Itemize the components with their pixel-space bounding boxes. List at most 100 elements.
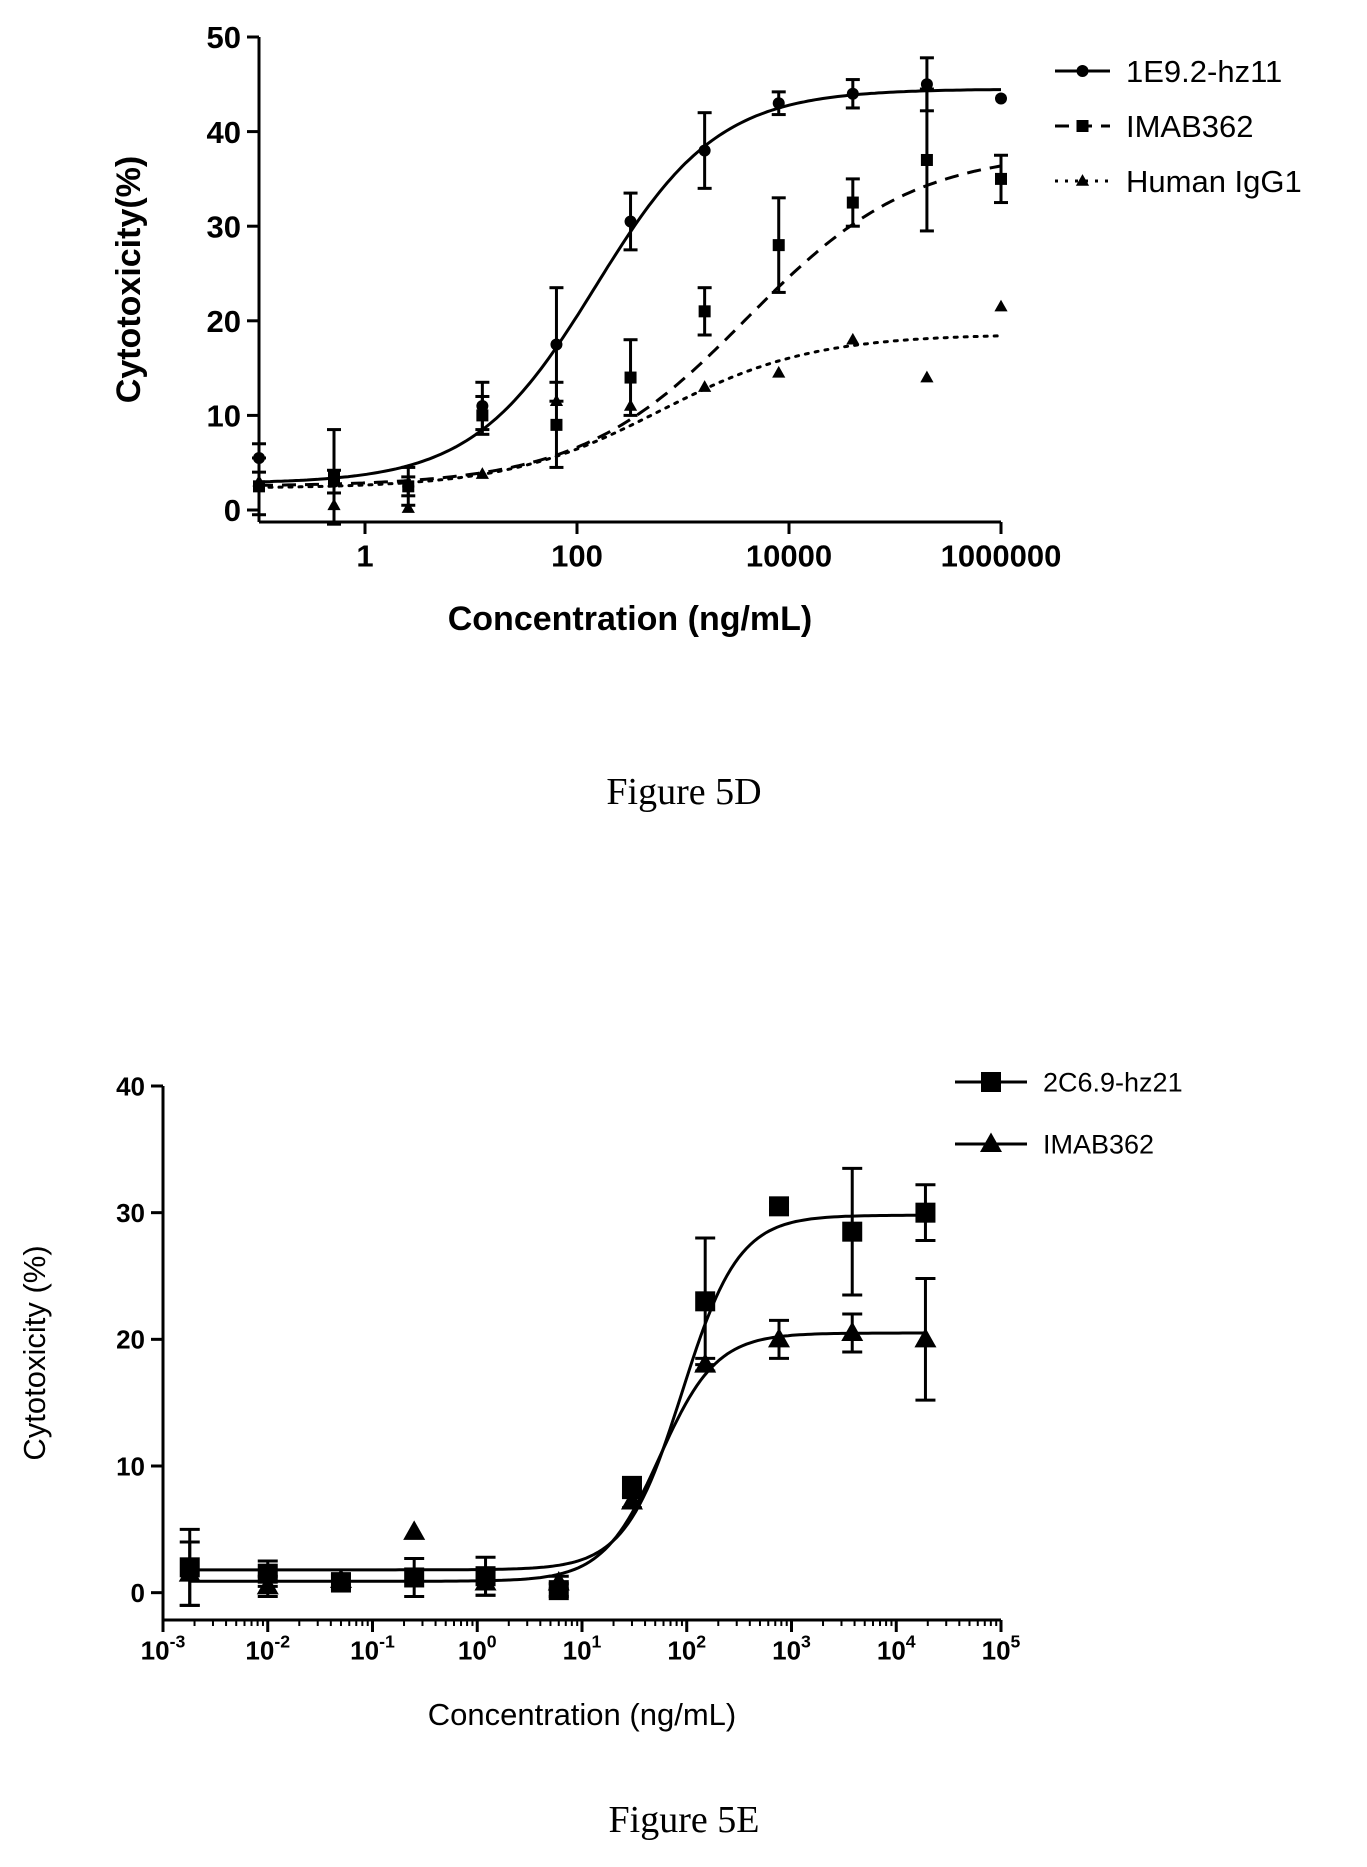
5d-legend-item: 1E9.2-hz11 xyxy=(1055,54,1282,89)
5e-x-axis-title: Concentration (ng/mL) xyxy=(428,1697,736,1732)
figure-5e-chart: 0 10 20 30 40 10-3 10-2 10-1 100 101 102 103 104 105 C… xyxy=(17,1068,1183,1732)
5e-x-tick-label: 10-1 xyxy=(350,1632,395,1666)
5d-fit-curve xyxy=(257,334,1003,489)
5e-data-point xyxy=(403,1520,426,1540)
5d-data-point xyxy=(846,332,860,345)
5e-data-point xyxy=(914,1327,937,1348)
5e-x-tick-label: 101 xyxy=(563,1632,602,1666)
5d-x-tick-label: 10000 xyxy=(746,539,832,574)
5d-series-2 xyxy=(252,299,1008,513)
5e-data-point xyxy=(841,1321,864,1341)
5d-legend-label: IMAB362 xyxy=(1126,109,1254,144)
5e-series-0 xyxy=(179,1166,936,1607)
5e-data-point xyxy=(695,1291,716,1312)
5e-data-point xyxy=(474,1571,497,1591)
5d-data-point xyxy=(624,215,637,228)
5d-data-point xyxy=(475,467,489,479)
5e-x-tick-label: 100 xyxy=(458,1632,497,1666)
5d-data-point xyxy=(550,418,563,431)
5d-legend-label: 1E9.2-hz11 xyxy=(1126,54,1282,89)
5d-legend-item: IMAB362 xyxy=(1055,109,1254,144)
5d-fit-curve xyxy=(258,88,1001,484)
5e-x-tick-label: 104 xyxy=(877,1632,916,1666)
5e-data-point xyxy=(547,1571,570,1591)
5e-fit-curve xyxy=(189,1213,926,1572)
5d-data-point xyxy=(920,370,934,383)
5e-x-tick-label: 10-2 xyxy=(245,1632,290,1666)
5d-x-tick-label: 1 xyxy=(356,539,373,574)
5e-legend-label: 2C6.9-hz21 xyxy=(1043,1068,1183,1098)
5d-y-tick-label: 0 xyxy=(224,493,241,528)
5d-y-tick-label: 50 xyxy=(207,20,241,55)
plot-5d: 0 10 20 30 40 50 1 100 10000 1000000 Concentration… xyxy=(110,20,1302,638)
5d-data-point xyxy=(327,498,341,511)
5d-series-0 xyxy=(252,56,1007,498)
5d-legend-marker xyxy=(1075,174,1090,186)
5d-legend-marker xyxy=(1076,65,1089,77)
5d-data-point xyxy=(698,305,711,318)
5e-data-point xyxy=(178,1562,201,1582)
5d-data-point xyxy=(772,365,786,378)
5e-legend-item: IMAB362 xyxy=(955,1130,1154,1160)
5d-x-tick-label: 100 xyxy=(551,539,603,574)
5e-data-point xyxy=(769,1196,790,1217)
5e-data-point xyxy=(694,1353,717,1373)
5d-data-point xyxy=(698,380,712,392)
5e-series-1 xyxy=(178,1277,937,1607)
5d-y-tick-label: 10 xyxy=(207,399,241,434)
5e-data-point xyxy=(257,1563,278,1584)
5d-fit-curve xyxy=(258,164,1002,487)
5e-fit-curve xyxy=(189,1331,926,1583)
5e-y-tick-label: 20 xyxy=(116,1325,145,1355)
figure-5d-caption: Figure 5D xyxy=(606,771,762,813)
5d-data-point xyxy=(920,78,933,91)
plot-5e: 0 10 20 30 40 10-3 10-2 10-1 100 101 102 103 104 105 C… xyxy=(17,1068,1183,1732)
5d-data-point xyxy=(846,87,859,100)
5d-legend-item: Human IgG1 xyxy=(1055,164,1302,199)
5d-x-axis-title: Concentration (ng/mL) xyxy=(448,600,813,638)
5d-y-tick-label: 40 xyxy=(207,115,241,150)
5e-x-tick-label: 103 xyxy=(772,1632,811,1666)
5e-legend-marker xyxy=(980,1132,1002,1152)
5e-y-axis-title: Cytotoxicity (%) xyxy=(17,1245,52,1460)
5d-legend-marker xyxy=(1076,120,1089,132)
5e-y-tick-label: 0 xyxy=(131,1578,145,1608)
5d-data-point xyxy=(995,92,1007,105)
5d-data-point xyxy=(476,409,489,422)
5e-x-tick-label: 105 xyxy=(982,1632,1021,1666)
5d-legend-label: Human IgG1 xyxy=(1126,164,1302,199)
5d-data-point xyxy=(994,299,1008,312)
5e-data-point xyxy=(915,1202,936,1223)
5d-data-point xyxy=(623,399,638,411)
5d-x-tick-label: 1000000 xyxy=(941,539,1062,574)
5d-data-point xyxy=(772,97,785,110)
5d-data-point xyxy=(846,196,859,209)
5d-data-point xyxy=(328,470,341,483)
5e-x-tick-label: 10-3 xyxy=(141,1632,186,1666)
5e-legend-label: IMAB362 xyxy=(1043,1130,1154,1160)
5e-data-point xyxy=(256,1574,279,1595)
5e-data-point xyxy=(329,1568,352,1588)
5d-data-point xyxy=(624,371,637,384)
figure-5e-caption: Figure 5E xyxy=(608,1799,760,1841)
5d-data-point xyxy=(995,172,1007,185)
5e-legend-item: 2C6.9-hz21 xyxy=(955,1068,1183,1098)
5d-y-tick-label: 30 xyxy=(207,209,241,244)
5e-legend-marker xyxy=(981,1072,1001,1092)
5d-data-point xyxy=(550,338,563,351)
5d-data-point xyxy=(549,394,564,407)
5d-data-point xyxy=(401,501,415,513)
5d-y-axis-title: Cytotoxicity(%) xyxy=(110,156,148,403)
5d-data-point xyxy=(698,144,711,157)
5d-y-tick-label: 20 xyxy=(207,304,241,339)
5e-x-tick-label: 102 xyxy=(667,1632,706,1666)
5e-data-point xyxy=(404,1567,425,1588)
figure-5d-chart: 0 10 20 30 40 50 1 100 10000 1000000 Concentration… xyxy=(110,20,1302,638)
5d-data-point xyxy=(772,239,785,252)
5e-y-tick-label: 10 xyxy=(116,1451,145,1481)
5e-data-point xyxy=(768,1327,791,1348)
5e-data-point xyxy=(842,1221,863,1242)
5d-data-point xyxy=(252,474,266,487)
5e-y-tick-label: 30 xyxy=(116,1198,145,1228)
5e-data-point xyxy=(620,1489,643,1510)
